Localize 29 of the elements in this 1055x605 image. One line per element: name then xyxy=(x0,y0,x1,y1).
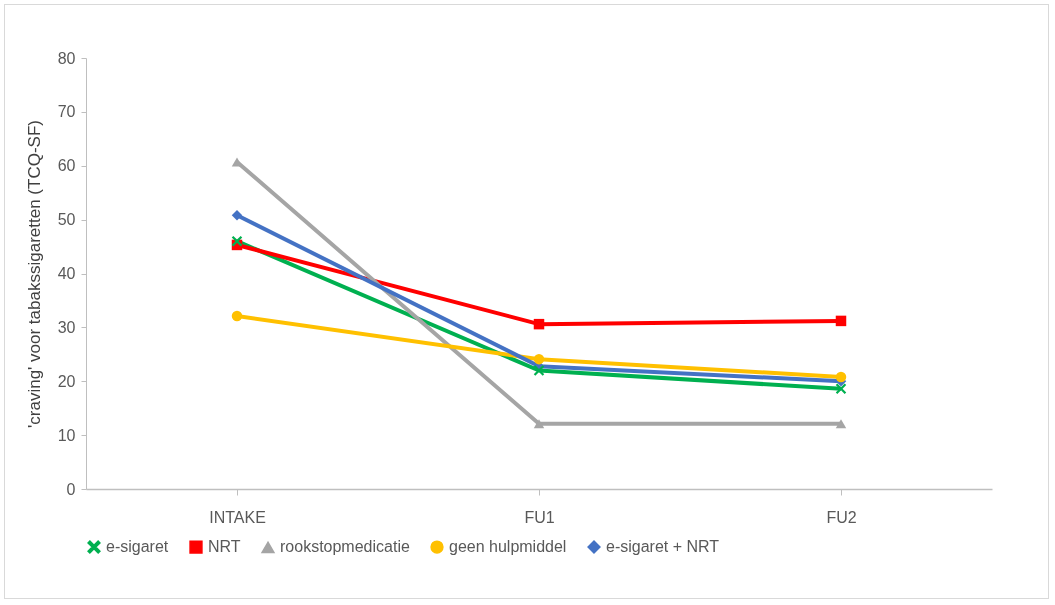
legend-label: NRT xyxy=(208,538,241,556)
y-tick-label: 40 xyxy=(57,265,76,282)
y-axis-title: 'craving' voor tabakssigaretten (TCQ-SF) xyxy=(24,120,44,428)
y-tick-label: 50 xyxy=(57,211,76,229)
point xyxy=(835,383,847,395)
point xyxy=(835,371,847,383)
point xyxy=(231,210,243,221)
y-tick-label: 60 xyxy=(57,157,76,175)
legend-label: geen hulpmiddel xyxy=(449,538,567,556)
y-tick-label: 70 xyxy=(57,103,76,121)
point xyxy=(835,315,847,327)
x-tick-label: FU1 xyxy=(524,508,555,526)
point xyxy=(533,365,545,376)
legend-label: e-sigaret xyxy=(106,538,169,556)
point xyxy=(231,310,243,322)
y-tick-label: 80 xyxy=(57,49,76,67)
y-tick-label: 30 xyxy=(57,318,76,336)
point xyxy=(533,353,545,365)
x-tick-label: FU2 xyxy=(826,508,857,526)
point xyxy=(533,318,545,330)
point xyxy=(231,235,243,247)
point xyxy=(835,419,847,429)
point xyxy=(533,419,545,429)
legend-label: e-sigaret + NRT xyxy=(606,538,720,556)
y-tick-label: 20 xyxy=(57,372,76,390)
y-tick-label: 10 xyxy=(57,426,76,444)
y-tick-label: 0 xyxy=(66,480,76,498)
x-tick-label: INTAKE xyxy=(209,508,266,526)
legend-label: rookstopmedicatie xyxy=(280,538,410,556)
